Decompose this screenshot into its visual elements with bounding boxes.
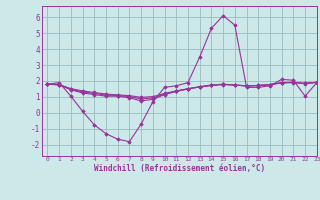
X-axis label: Windchill (Refroidissement éolien,°C): Windchill (Refroidissement éolien,°C) [94, 164, 265, 173]
